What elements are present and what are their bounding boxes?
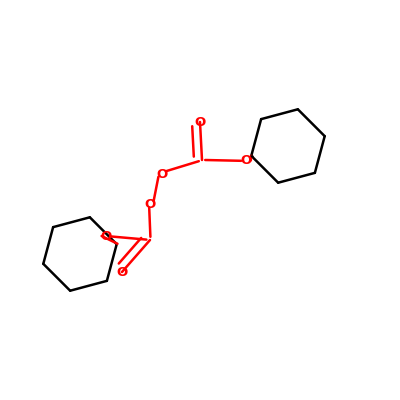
Text: O: O <box>156 168 168 180</box>
Text: O: O <box>194 116 206 128</box>
Text: O: O <box>240 154 252 167</box>
Text: O: O <box>100 230 112 242</box>
Text: O: O <box>116 266 128 278</box>
Text: O: O <box>144 198 156 210</box>
